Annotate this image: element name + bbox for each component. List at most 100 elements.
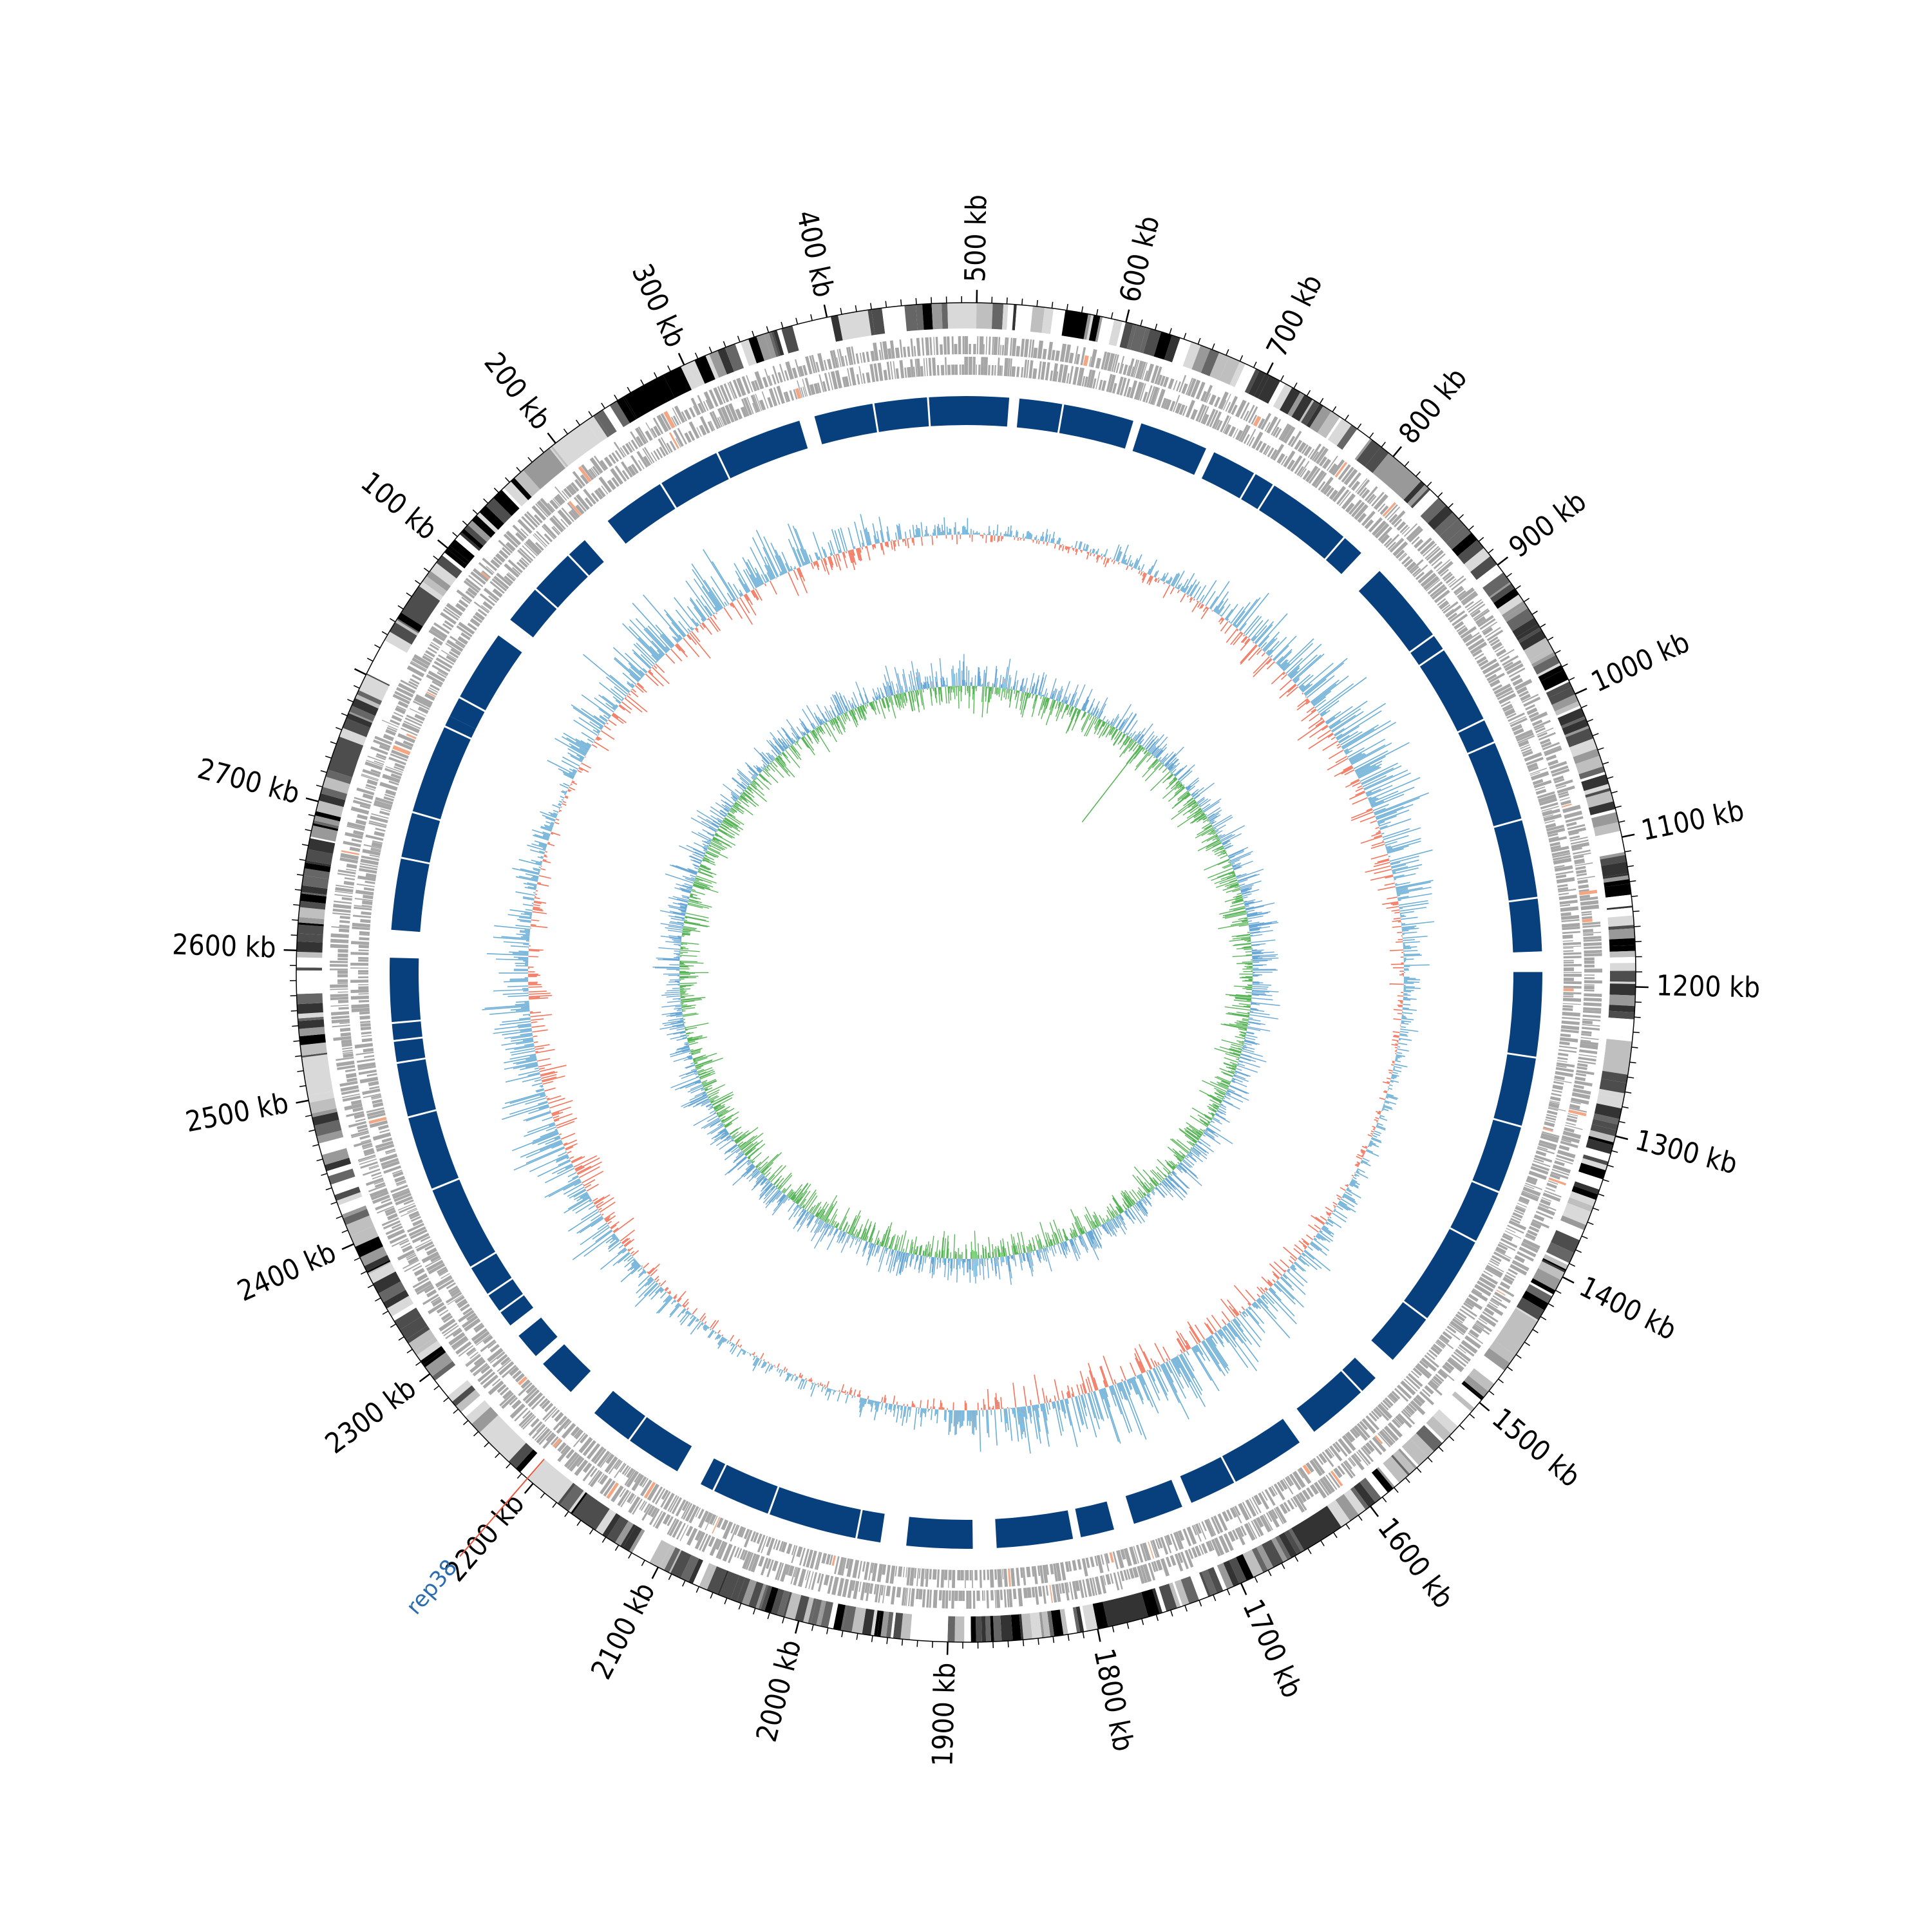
skew-bar: [1283, 1273, 1306, 1295]
minor-tick: [614, 394, 618, 401]
skew-bar: [878, 516, 885, 543]
skew-bar: [1028, 532, 1030, 540]
gene: [842, 355, 846, 366]
gene: [842, 1578, 849, 1598]
gene: [372, 1102, 384, 1108]
skew-bar: [1321, 710, 1331, 717]
gene: [1504, 659, 1522, 672]
skew-bar: [1006, 1408, 1009, 1430]
gene: [829, 350, 837, 369]
gene: [1020, 338, 1025, 357]
skew-bar: [813, 561, 817, 565]
gene: [1045, 1564, 1050, 1575]
minor-tick: [1021, 298, 1023, 305]
gene: [1108, 374, 1116, 393]
skew-bar: [1041, 1388, 1046, 1403]
skew-bar: [936, 1409, 939, 1424]
skew-bar: [835, 1390, 837, 1392]
skew-bar: [678, 620, 690, 634]
gene: [713, 387, 724, 406]
gene: [1361, 511, 1376, 527]
skew-bar: [1399, 1034, 1408, 1037]
major-tick: [1615, 1135, 1629, 1141]
skew-bar: [696, 627, 699, 630]
ideogram-band: [717, 347, 734, 375]
gene: [385, 1209, 397, 1217]
gene: [502, 1390, 513, 1400]
gene: [460, 1303, 470, 1312]
skew-bar: [1325, 711, 1341, 723]
gene: [1287, 1499, 1294, 1510]
skew-bar: [987, 1410, 990, 1438]
gene: [1554, 778, 1565, 784]
gene: [1563, 974, 1582, 977]
skew-bar: [1065, 546, 1068, 551]
gene: [1511, 725, 1522, 732]
gene: [1452, 613, 1468, 627]
gene: [344, 1103, 363, 1111]
gene: [1537, 791, 1555, 799]
skew-bar: [1329, 1216, 1332, 1218]
skew-bar: [1331, 736, 1336, 741]
ideogram-band: [493, 489, 520, 516]
skew-bar: [633, 652, 651, 670]
gene: [341, 897, 352, 901]
gene: [1245, 404, 1255, 422]
ideogram-ring: [296, 302, 1636, 1643]
gene: [1445, 605, 1462, 618]
gene: [1179, 375, 1187, 393]
gene: [1549, 1173, 1560, 1180]
skew-bar: [866, 527, 871, 545]
gene: [1557, 785, 1575, 794]
skew-bar: [1376, 811, 1397, 820]
skew-bar: [1402, 931, 1417, 934]
gene: [374, 760, 384, 765]
gene: [923, 358, 926, 377]
skew-bar: [1299, 685, 1304, 689]
gene: [949, 1590, 951, 1601]
gene: [422, 655, 433, 663]
gene: [836, 357, 840, 368]
ideogram-band: [1569, 738, 1595, 750]
skew-bar: [1206, 1323, 1214, 1334]
skew-bar: [764, 556, 776, 579]
skew-bar: [1281, 674, 1287, 680]
skew-bar: [724, 1339, 728, 1342]
gene: [1099, 1575, 1107, 1594]
gene: [536, 531, 550, 545]
skew-bar: [1301, 1238, 1310, 1245]
gene: [862, 1561, 866, 1572]
skew-bar: [1211, 1334, 1218, 1344]
skew-bar: [1340, 1198, 1355, 1208]
gene: [1578, 1054, 1597, 1057]
gene: [1213, 1515, 1224, 1533]
gene: [925, 337, 930, 355]
gene: [684, 432, 692, 443]
skew-bar: [909, 1406, 911, 1410]
gene: [1055, 350, 1060, 361]
gene: [916, 358, 921, 377]
gene: [381, 1157, 399, 1166]
gene: [488, 1380, 504, 1396]
gene: [1206, 408, 1216, 426]
skew-bar: [750, 547, 769, 582]
gene: [1535, 788, 1547, 795]
ideogram-band: [299, 893, 327, 904]
skew-bar: [1287, 1269, 1291, 1272]
ideogram-band: [1064, 1607, 1077, 1634]
gene: [645, 422, 656, 439]
skew-bar: [784, 1372, 790, 1382]
gene: [715, 1539, 723, 1550]
gene: [395, 1196, 413, 1206]
ideogram-band: [298, 1019, 325, 1029]
skew-bar: [1279, 659, 1287, 667]
gene: [1402, 1408, 1412, 1418]
skew-bar: [763, 536, 782, 576]
major-tick: [305, 797, 319, 802]
skew-bar: [873, 535, 876, 544]
gene: [1535, 727, 1546, 734]
gene: [1546, 824, 1565, 832]
skew-bar: [1025, 1406, 1028, 1419]
skew-bar: [638, 1270, 646, 1278]
gene: [999, 345, 1002, 355]
